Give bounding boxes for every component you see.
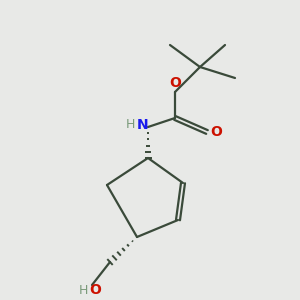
- Text: H: H: [125, 118, 135, 131]
- Text: O: O: [89, 283, 101, 297]
- Text: H: H: [78, 284, 88, 296]
- Text: O: O: [210, 125, 222, 139]
- Text: N: N: [137, 118, 149, 132]
- Text: O: O: [169, 76, 181, 90]
